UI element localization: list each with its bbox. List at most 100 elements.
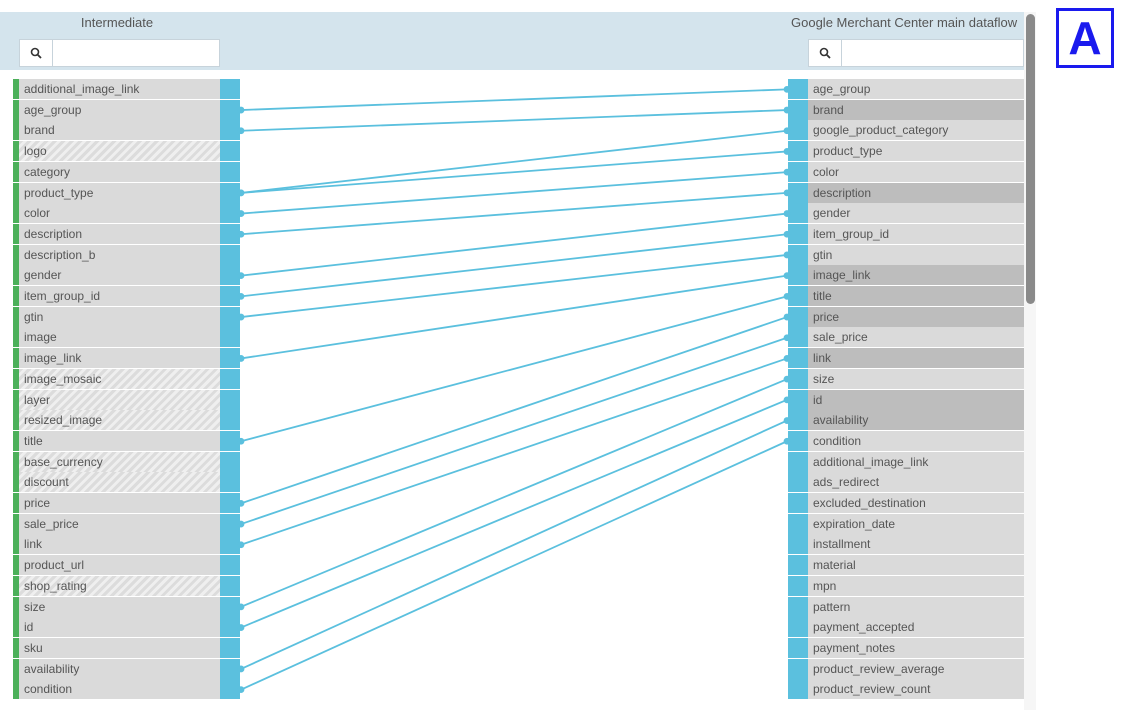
left-connector-port[interactable] [220, 472, 240, 493]
mapping-link[interactable] [240, 150, 788, 194]
left-connector-port[interactable] [220, 430, 240, 451]
right-connector-port[interactable] [788, 658, 808, 679]
right-connector-port[interactable] [788, 327, 808, 348]
left-field-row[interactable]: image_mosaic [13, 368, 220, 389]
right-field-row[interactable]: brand [808, 99, 1024, 120]
right-field-row[interactable]: id [808, 389, 1024, 410]
left-connector-port[interactable] [220, 617, 240, 638]
left-field-row[interactable]: resized_image [13, 410, 220, 431]
left-field-row[interactable]: size [13, 596, 220, 617]
left-field-row[interactable]: category [13, 161, 220, 182]
left-field-row[interactable]: availability [13, 658, 220, 679]
search-icon[interactable] [20, 40, 53, 66]
right-connector-port[interactable] [788, 430, 808, 451]
left-field-row[interactable]: image [13, 327, 220, 348]
left-connector-port[interactable] [220, 265, 240, 286]
right-field-row[interactable]: mpn [808, 575, 1024, 596]
left-field-row[interactable]: product_url [13, 555, 220, 576]
left-field-row[interactable]: gender [13, 265, 220, 286]
mapping-link[interactable] [240, 316, 788, 505]
left-field-row[interactable]: condition [13, 679, 220, 700]
mapping-link[interactable] [240, 212, 788, 277]
mapping-link[interactable] [240, 171, 788, 215]
left-connector-port[interactable] [220, 389, 240, 410]
left-field-row[interactable]: additional_image_link [13, 79, 220, 99]
right-connector-port[interactable] [788, 389, 808, 410]
right-field-row[interactable]: condition [808, 430, 1024, 451]
right-connector-port[interactable] [788, 555, 808, 576]
right-field-row[interactable]: google_product_category [808, 120, 1024, 141]
left-connector-port[interactable] [220, 555, 240, 576]
right-connector-port[interactable] [788, 451, 808, 472]
right-connector-port[interactable] [788, 410, 808, 431]
right-field-row[interactable]: title [808, 286, 1024, 306]
right-connector-port[interactable] [788, 513, 808, 534]
left-connector-port[interactable] [220, 637, 240, 658]
left-field-row[interactable]: price [13, 493, 220, 513]
right-connector-port[interactable] [788, 679, 808, 700]
right-connector-port[interactable] [788, 141, 808, 162]
right-connector-port[interactable] [788, 596, 808, 617]
right-connector-port[interactable] [788, 120, 808, 141]
right-field-row[interactable]: product_review_average [808, 658, 1024, 679]
right-connector-port[interactable] [788, 348, 808, 369]
left-connector-port[interactable] [220, 120, 240, 141]
left-connector-port[interactable] [220, 596, 240, 617]
left-connector-port[interactable] [220, 99, 240, 120]
mapping-link[interactable] [240, 357, 788, 546]
left-field-row[interactable]: title [13, 430, 220, 451]
left-connector-port[interactable] [220, 244, 240, 265]
right-field-row[interactable]: material [808, 555, 1024, 576]
right-field-row[interactable]: ads_redirect [808, 472, 1024, 493]
right-field-row[interactable]: product_type [808, 141, 1024, 162]
left-connector-port[interactable] [220, 306, 240, 327]
right-field-row[interactable]: excluded_destination [808, 493, 1024, 513]
right-connector-port[interactable] [788, 617, 808, 638]
left-connector-port[interactable] [220, 575, 240, 596]
left-connector-port[interactable] [220, 348, 240, 369]
right-field-row[interactable]: additional_image_link [808, 451, 1024, 472]
left-connector-port[interactable] [220, 513, 240, 534]
right-field-row[interactable]: size [808, 368, 1024, 389]
right-connector-port[interactable] [788, 182, 808, 203]
mapping-link[interactable] [240, 109, 788, 132]
right-search-input[interactable] [842, 40, 1023, 66]
left-connector-port[interactable] [220, 368, 240, 389]
mapping-link[interactable] [240, 378, 788, 608]
left-field-row[interactable]: link [13, 534, 220, 555]
left-field-row[interactable]: description [13, 223, 220, 244]
mapping-link[interactable] [240, 254, 788, 318]
right-connector-port[interactable] [788, 244, 808, 265]
mapping-link[interactable] [240, 440, 788, 691]
left-field-row[interactable]: layer [13, 389, 220, 410]
left-field-row[interactable]: item_group_id [13, 286, 220, 306]
right-field-row[interactable]: image_link [808, 265, 1024, 286]
right-connector-port[interactable] [788, 637, 808, 658]
right-connector-port[interactable] [788, 534, 808, 555]
right-field-row[interactable]: item_group_id [808, 223, 1024, 244]
mapping-link[interactable] [240, 88, 788, 111]
left-field-row[interactable]: shop_rating [13, 575, 220, 596]
right-field-row[interactable]: gtin [808, 244, 1024, 265]
left-field-row[interactable]: image_link [13, 348, 220, 369]
left-connector-port[interactable] [220, 410, 240, 431]
right-connector-port[interactable] [788, 575, 808, 596]
left-connector-port[interactable] [220, 679, 240, 700]
right-field-row[interactable]: age_group [808, 79, 1024, 99]
mapping-link[interactable] [240, 191, 788, 236]
left-search-input[interactable] [53, 40, 219, 66]
right-connector-port[interactable] [788, 286, 808, 306]
right-connector-port[interactable] [788, 161, 808, 182]
mapping-link[interactable] [240, 233, 788, 298]
left-connector-port[interactable] [220, 658, 240, 679]
left-connector-port[interactable] [220, 79, 240, 99]
right-field-row[interactable]: product_review_count [808, 679, 1024, 700]
left-connector-port[interactable] [220, 493, 240, 513]
left-field-row[interactable]: sku [13, 637, 220, 658]
left-connector-port[interactable] [220, 223, 240, 244]
mapping-link[interactable] [240, 399, 788, 629]
right-connector-port[interactable] [788, 79, 808, 99]
right-connector-port[interactable] [788, 223, 808, 244]
left-field-row[interactable]: brand [13, 120, 220, 141]
left-field-row[interactable]: base_currency [13, 451, 220, 472]
